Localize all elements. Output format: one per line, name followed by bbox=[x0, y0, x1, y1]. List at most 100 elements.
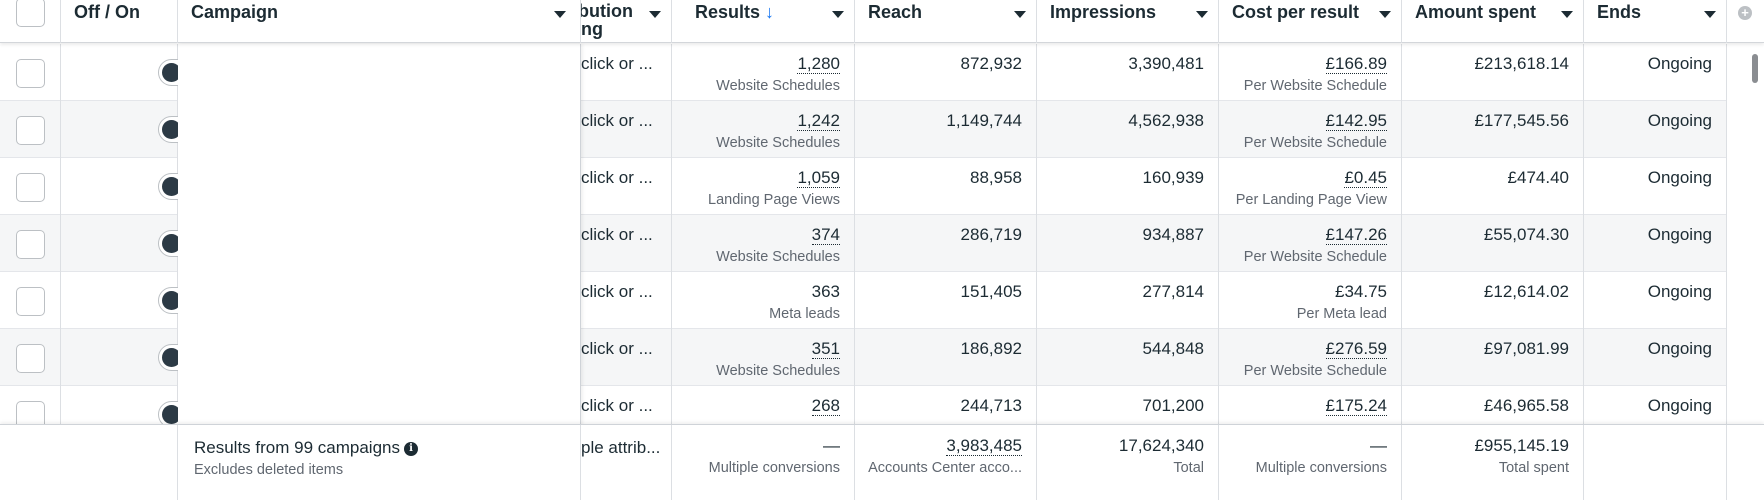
cost-cell[interactable]: £142.95 Per Website Schedule bbox=[1219, 101, 1402, 158]
cost-cell[interactable]: £147.26 Per Website Schedule bbox=[1219, 215, 1402, 272]
header-impressions[interactable]: Impressions bbox=[1037, 0, 1219, 43]
cost-value[interactable]: £276.59 bbox=[1325, 339, 1387, 359]
header-results[interactable]: Results ↓ bbox=[672, 0, 855, 43]
ends-cell: Ongoing bbox=[1584, 386, 1727, 424]
summary-title: Results from 99 campaigns i bbox=[194, 438, 418, 458]
results-value[interactable]: 1,059 bbox=[797, 168, 840, 188]
footer-attribution: ple attrib... bbox=[581, 438, 661, 457]
results-value[interactable]: 351 bbox=[811, 339, 840, 359]
reach-cell: 151,405 bbox=[855, 272, 1037, 329]
footer-spent-sub: Total spent bbox=[1498, 460, 1569, 476]
results-value[interactable]: 363 bbox=[811, 282, 840, 301]
ends-cell: Ongoing bbox=[1584, 44, 1727, 101]
select-cell bbox=[0, 101, 61, 158]
spent-cell: £46,965.58 bbox=[1402, 386, 1584, 424]
results-value[interactable]: 374 bbox=[811, 225, 840, 245]
chevron-down-icon[interactable] bbox=[1561, 11, 1573, 18]
info-icon[interactable]: i bbox=[403, 442, 418, 456]
reach-cell: 1,149,744 bbox=[855, 101, 1037, 158]
cost-cell[interactable]: £175.24 bbox=[1219, 386, 1402, 424]
cost-value[interactable]: £34.75 bbox=[1335, 282, 1387, 301]
chevron-down-icon[interactable] bbox=[1379, 11, 1391, 18]
header-off-on[interactable]: Off / On bbox=[61, 0, 178, 43]
results-type: Website Schedules bbox=[716, 363, 840, 379]
cost-type: Per Website Schedule bbox=[1243, 78, 1387, 94]
spent-cell: £12,614.02 bbox=[1402, 272, 1584, 329]
cost-cell[interactable]: £166.89 Per Website Schedule bbox=[1219, 44, 1402, 101]
footer-reach-cell: 3,983,485 Accounts Center acco... bbox=[855, 425, 1037, 500]
chevron-down-icon[interactable] bbox=[649, 11, 661, 18]
chevron-down-icon[interactable] bbox=[554, 11, 566, 18]
footer-results-sub: Multiple conversions bbox=[708, 460, 840, 476]
header-campaign[interactable]: Campaign bbox=[178, 0, 581, 43]
results-cell[interactable]: 351 Website Schedules bbox=[672, 329, 855, 386]
toggle-cell bbox=[61, 44, 205, 101]
table-row[interactable]: click or ... 363 Meta leads 151,405 277,8… bbox=[0, 272, 1727, 329]
cost-cell[interactable]: £34.75 Per Meta lead bbox=[1219, 272, 1402, 329]
sort-descending-icon[interactable]: ↓ bbox=[765, 2, 775, 22]
row-checkbox[interactable] bbox=[16, 173, 45, 202]
cost-cell[interactable]: £0.45 Per Landing Page View bbox=[1219, 158, 1402, 215]
footer-cost: — bbox=[1370, 436, 1387, 455]
results-cell[interactable]: 268 bbox=[672, 386, 855, 424]
ends-cell: Ongoing bbox=[1584, 272, 1727, 329]
spent-cell: £97,081.99 bbox=[1402, 329, 1584, 386]
cost-type: Per Website Schedule bbox=[1243, 135, 1387, 151]
header-attribution[interactable]: bution ng bbox=[581, 0, 672, 43]
attribution-cell: click or ... bbox=[581, 386, 672, 424]
toggle-knob bbox=[162, 120, 181, 139]
header-amount-label: Amount spent bbox=[1415, 2, 1536, 22]
reach-cell: 186,892 bbox=[855, 329, 1037, 386]
toggle-cell bbox=[61, 386, 205, 424]
header-amount-spent[interactable]: Amount spent bbox=[1402, 0, 1584, 43]
table-row[interactable]: click or ... 1,280 Website Schedules 872,… bbox=[0, 44, 1727, 101]
footer-impressions-sub: Total bbox=[1173, 460, 1204, 476]
footer-reach[interactable]: 3,983,485 bbox=[946, 436, 1022, 456]
vertical-scrollbar[interactable] bbox=[1752, 54, 1758, 83]
results-cell[interactable]: 1,280 Website Schedules bbox=[672, 44, 855, 101]
row-checkbox[interactable] bbox=[16, 230, 45, 259]
toggle-cell bbox=[61, 215, 205, 272]
select-cell bbox=[0, 329, 61, 386]
cost-cell[interactable]: £276.59 Per Website Schedule bbox=[1219, 329, 1402, 386]
footer-impressions-cell: 17,624,340 Total bbox=[1037, 425, 1219, 500]
results-cell[interactable]: 374 Website Schedules bbox=[672, 215, 855, 272]
header-cost-per-result[interactable]: Cost per result bbox=[1219, 0, 1402, 43]
cost-value[interactable]: £142.95 bbox=[1325, 111, 1387, 131]
results-cell[interactable]: 1,059 Landing Page Views bbox=[672, 158, 855, 215]
cost-value[interactable]: £166.89 bbox=[1325, 54, 1387, 74]
add-column-cell: + bbox=[1727, 0, 1764, 43]
plus-icon[interactable]: + bbox=[1738, 6, 1752, 20]
footer-cost-sub: Multiple conversions bbox=[1255, 460, 1387, 476]
chevron-down-icon[interactable] bbox=[1196, 11, 1208, 18]
results-value[interactable]: 1,280 bbox=[797, 54, 840, 74]
results-cell[interactable]: 1,242 Website Schedules bbox=[672, 101, 855, 158]
header-cost-label: Cost per result bbox=[1232, 2, 1360, 22]
results-value[interactable]: 268 bbox=[811, 396, 840, 416]
reach-cell: 872,932 bbox=[855, 44, 1037, 101]
chevron-down-icon[interactable] bbox=[1704, 11, 1716, 18]
summary-subtitle: Excludes deleted items bbox=[194, 462, 344, 478]
ends-cell: Ongoing bbox=[1584, 158, 1727, 215]
results-cell[interactable]: 363 Meta leads bbox=[672, 272, 855, 329]
select-all-checkbox[interactable] bbox=[16, 0, 45, 27]
results-value[interactable]: 1,242 bbox=[797, 111, 840, 131]
toggle-cell bbox=[61, 272, 205, 329]
row-checkbox[interactable] bbox=[16, 401, 45, 424]
impressions-cell: 701,200 bbox=[1037, 386, 1219, 424]
results-type: Website Schedules bbox=[716, 249, 840, 265]
row-checkbox[interactable] bbox=[16, 59, 45, 88]
cost-value[interactable]: £147.26 bbox=[1325, 225, 1387, 245]
row-checkbox[interactable] bbox=[16, 344, 45, 373]
row-checkbox[interactable] bbox=[16, 116, 45, 145]
cost-value[interactable]: £0.45 bbox=[1344, 168, 1387, 188]
chevron-down-icon[interactable] bbox=[832, 11, 844, 18]
row-checkbox[interactable] bbox=[16, 287, 45, 316]
header-ends[interactable]: Ends bbox=[1584, 0, 1727, 43]
chevron-down-icon[interactable] bbox=[1014, 11, 1026, 18]
toggle-cell bbox=[61, 101, 205, 158]
footer-results-cell: — Multiple conversions bbox=[672, 425, 855, 500]
cost-value[interactable]: £175.24 bbox=[1325, 396, 1387, 416]
header-reach[interactable]: Reach bbox=[855, 0, 1037, 43]
header-attribution-line2: ng bbox=[581, 19, 603, 39]
